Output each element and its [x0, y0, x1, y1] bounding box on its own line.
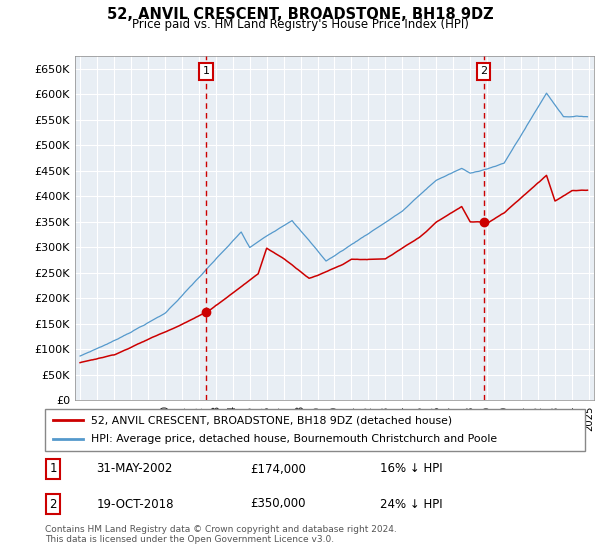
Text: 24% ↓ HPI: 24% ↓ HPI	[380, 497, 442, 511]
Text: Contains HM Land Registry data © Crown copyright and database right 2024.: Contains HM Land Registry data © Crown c…	[45, 525, 397, 534]
Text: £174,000: £174,000	[250, 463, 306, 475]
Text: 1: 1	[49, 463, 57, 475]
Text: 2: 2	[480, 67, 487, 77]
Text: 19-OCT-2018: 19-OCT-2018	[96, 497, 174, 511]
Text: 1: 1	[202, 67, 209, 77]
Text: 31-MAY-2002: 31-MAY-2002	[96, 463, 173, 475]
Text: 52, ANVIL CRESCENT, BROADSTONE, BH18 9DZ (detached house): 52, ANVIL CRESCENT, BROADSTONE, BH18 9DZ…	[91, 415, 452, 425]
Text: 16% ↓ HPI: 16% ↓ HPI	[380, 463, 442, 475]
Text: £350,000: £350,000	[250, 497, 306, 511]
Text: 52, ANVIL CRESCENT, BROADSTONE, BH18 9DZ: 52, ANVIL CRESCENT, BROADSTONE, BH18 9DZ	[107, 7, 493, 22]
Text: HPI: Average price, detached house, Bournemouth Christchurch and Poole: HPI: Average price, detached house, Bour…	[91, 435, 497, 445]
FancyBboxPatch shape	[45, 409, 585, 451]
Text: This data is licensed under the Open Government Licence v3.0.: This data is licensed under the Open Gov…	[45, 535, 334, 544]
Text: Price paid vs. HM Land Registry's House Price Index (HPI): Price paid vs. HM Land Registry's House …	[131, 18, 469, 31]
Text: 2: 2	[49, 497, 57, 511]
